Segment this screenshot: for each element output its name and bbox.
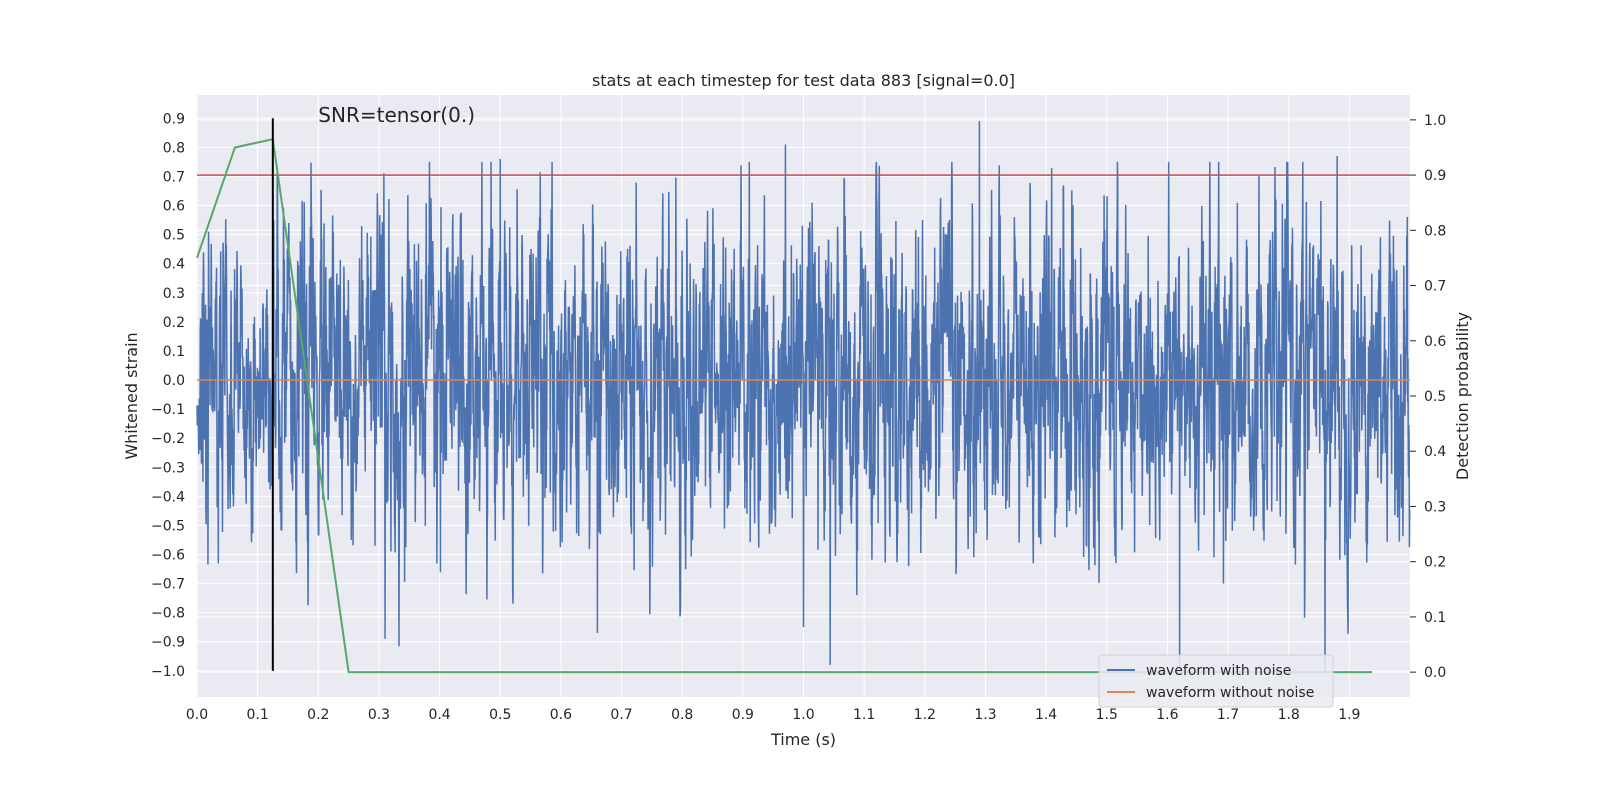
x-tick-label: 1.9 bbox=[1338, 707, 1360, 723]
legend-label: waveform with noise bbox=[1146, 663, 1291, 679]
y-tick-label: 0.8 bbox=[163, 140, 185, 156]
x-tick-label: 1.1 bbox=[853, 707, 875, 723]
overlay-series bbox=[196, 118, 1410, 674]
x-tick-label: 0.2 bbox=[307, 707, 329, 723]
tick-labels: 0.0 0.1 0.2 0.3 0.4 0.5 0.6 0.7 0.8 0.9 1.0 1.1 1.2 1… bbox=[151, 111, 1446, 723]
y-tick-label: −0.6 bbox=[151, 547, 185, 563]
legend: waveform with noise waveform without nois… bbox=[1098, 654, 1334, 708]
y-right-tick-label: 0.4 bbox=[1424, 444, 1446, 460]
x-tick-label: 1.0 bbox=[792, 707, 814, 723]
y-right-tick-label: 0.9 bbox=[1424, 168, 1446, 184]
x-tick-label: 0.7 bbox=[610, 707, 632, 723]
x-tick-label: 0.6 bbox=[550, 707, 572, 723]
x-tick-label: 0.8 bbox=[671, 707, 693, 723]
y-right-tick-label: 1.0 bbox=[1424, 113, 1446, 129]
y-tick-label: 0.3 bbox=[163, 286, 185, 302]
x-axis-label: Time (s) bbox=[770, 730, 836, 749]
y-tick-label: −0.8 bbox=[151, 606, 185, 622]
y-tick-label: 0.6 bbox=[163, 199, 185, 215]
y-tick-label: −0.9 bbox=[151, 635, 185, 651]
x-tick-label: 1.3 bbox=[974, 707, 996, 723]
y-tick-label: 0.4 bbox=[163, 257, 185, 273]
x-tick-label: 1.6 bbox=[1156, 707, 1178, 723]
y-tick-label: −0.5 bbox=[151, 518, 185, 534]
y-tick-label: −0.7 bbox=[151, 577, 185, 593]
y-tick-label: −0.4 bbox=[151, 489, 185, 505]
y-tick-label: −1.0 bbox=[151, 664, 185, 680]
x-tick-label: 0.1 bbox=[247, 707, 269, 723]
y-tick-label: 0.2 bbox=[163, 315, 185, 331]
x-tick-label: 0.5 bbox=[489, 707, 511, 723]
x-tick-label: 0.3 bbox=[368, 707, 390, 723]
y-tick-label: 0.5 bbox=[163, 228, 185, 244]
y-axis-label: Whitened strain bbox=[122, 332, 141, 459]
y-right-tick-label: 0.1 bbox=[1424, 610, 1446, 626]
y-right-tick-label: 0.2 bbox=[1424, 555, 1446, 571]
x-tick-label: 1.5 bbox=[1096, 707, 1118, 723]
y-right-tick-label: 0.8 bbox=[1424, 223, 1446, 239]
x-tick-label: 1.7 bbox=[1217, 707, 1239, 723]
legend-label: waveform without noise bbox=[1146, 685, 1314, 701]
waveform-with-noise-line bbox=[196, 121, 1411, 674]
y-right-tick-label: 0.5 bbox=[1424, 389, 1446, 405]
snr-annotation: SNR=tensor(0.) bbox=[318, 103, 475, 127]
y-right-tick-label: 0.3 bbox=[1424, 499, 1446, 515]
x-tick-label: 0.4 bbox=[428, 707, 450, 723]
legend-box bbox=[1098, 654, 1334, 708]
y-axis-right-label: Detection probability bbox=[1453, 312, 1472, 480]
y-tick-label: 0.9 bbox=[163, 111, 185, 127]
x-tick-label: 1.4 bbox=[1035, 707, 1057, 723]
y-tick-label: −0.1 bbox=[151, 402, 185, 418]
x-tick-label: 1.2 bbox=[914, 707, 936, 723]
y-tick-label: 0.1 bbox=[163, 344, 185, 360]
y-tick-label: −0.2 bbox=[151, 431, 185, 447]
y-right-tick-label: 0.6 bbox=[1424, 334, 1446, 350]
x-tick-label: 0.9 bbox=[732, 707, 754, 723]
x-tick-label: 1.8 bbox=[1278, 707, 1300, 723]
y-tick-label: 0.0 bbox=[163, 373, 185, 389]
y-right-tick-label: 0.0 bbox=[1424, 665, 1446, 681]
chart-title: stats at each timestep for test data 883… bbox=[592, 71, 1015, 90]
waveform-with-noise-series bbox=[196, 121, 1411, 674]
y-tick-label: 0.7 bbox=[163, 169, 185, 185]
y-tick-label: −0.3 bbox=[151, 460, 185, 476]
y-right-tick-label: 0.7 bbox=[1424, 279, 1446, 295]
x-tick-label: 0.0 bbox=[186, 707, 208, 723]
